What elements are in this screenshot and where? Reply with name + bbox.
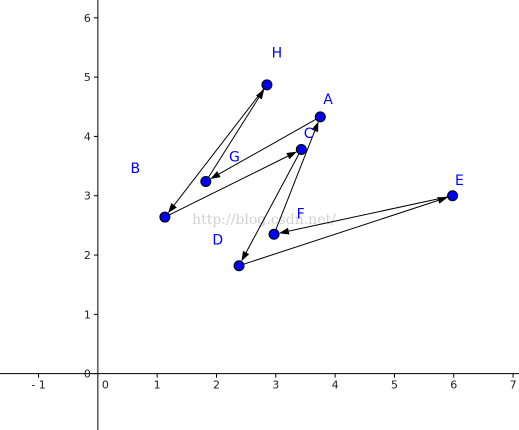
- arrowhead-A-G: [210, 171, 221, 180]
- arrow-E-F: [288, 195, 453, 232]
- arrow-C-D: [245, 149, 302, 253]
- y-tick-label: 2: [84, 249, 91, 262]
- y-tick-label: 5: [84, 71, 91, 84]
- label-H: H: [272, 46, 283, 62]
- label-D: D: [212, 232, 223, 248]
- y-tick-label: 0: [84, 368, 91, 381]
- x-tick-label: 3: [272, 379, 279, 392]
- label-E: E: [455, 173, 464, 189]
- x-tick-label: 1: [154, 379, 161, 392]
- arrowhead-E-F: [278, 227, 290, 235]
- label-G: G: [229, 149, 240, 165]
- point-D: [233, 260, 245, 272]
- arrowhead-C-D: [241, 250, 250, 262]
- x-tick-label: 2: [213, 379, 220, 392]
- points: [159, 79, 459, 272]
- arrow-D-E: [238, 199, 439, 267]
- point-F: [268, 228, 280, 240]
- arrowhead-H-B: [167, 203, 177, 214]
- tick-marks: - 1 1 2 3 4 5 6 7 0 1 2 3 4 5 6: [31, 12, 516, 392]
- arrowhead-F-A: [311, 121, 319, 133]
- x-tick-label: 4: [332, 379, 339, 392]
- point-H: [261, 79, 273, 91]
- label-F: F: [297, 206, 305, 222]
- point-C: [295, 143, 307, 155]
- label-B: B: [130, 161, 140, 177]
- arrow-H-B: [173, 84, 268, 206]
- x-tick-label: - 1: [31, 379, 45, 392]
- label-C: C: [304, 126, 314, 142]
- point-E: [447, 190, 459, 202]
- y-tick-label: 4: [84, 130, 91, 143]
- y-tick-label: 6: [84, 12, 91, 25]
- x-tick-label: 7: [510, 379, 517, 392]
- y-tick-label: 1: [84, 308, 91, 321]
- arrow-G-H: [205, 97, 260, 182]
- watermark: http://blog.csdn.net/: [192, 212, 336, 228]
- x-tick-label: 5: [391, 379, 398, 392]
- arrow-B-C: [164, 155, 289, 218]
- point-B: [159, 211, 171, 223]
- arrow-segments: [164, 84, 453, 267]
- origin-x-label: 0: [102, 379, 109, 392]
- point-A: [314, 111, 326, 123]
- point-labels: A B C D E F G H: [130, 46, 463, 249]
- y-tick-label: 3: [84, 190, 91, 203]
- point-G: [200, 175, 212, 187]
- x-tick-label: 6: [450, 379, 457, 392]
- arrow-A-G: [218, 116, 321, 175]
- label-A: A: [323, 92, 333, 108]
- arrowhead-B-C: [286, 151, 297, 160]
- arrow-F-A: [273, 130, 316, 235]
